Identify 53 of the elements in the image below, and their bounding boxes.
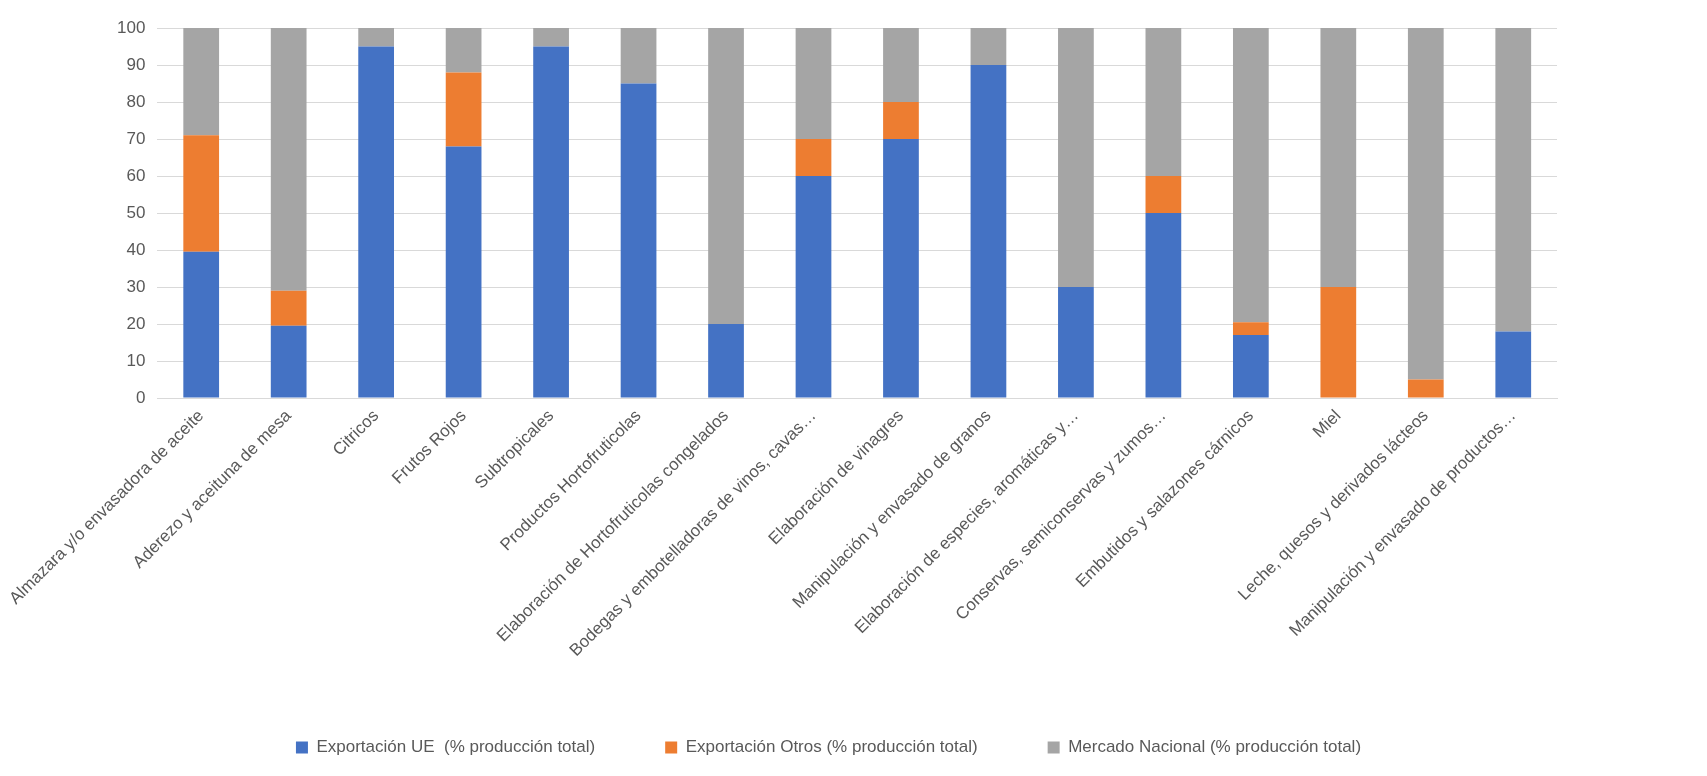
y-tick-label: 10 bbox=[126, 350, 146, 370]
bar bbox=[1495, 331, 1532, 398]
y-tick-label: 100 bbox=[117, 17, 146, 37]
bar bbox=[445, 28, 482, 73]
bar bbox=[533, 28, 569, 47]
bar bbox=[183, 251, 220, 398]
bar bbox=[1495, 28, 1532, 332]
y-tick-label: 20 bbox=[126, 313, 146, 333]
bar bbox=[1145, 28, 1182, 177]
y-tick-label: 90 bbox=[126, 54, 146, 74]
legend-label: Mercado Nacional (% producción total) bbox=[1068, 737, 1362, 757]
bar bbox=[1232, 28, 1269, 323]
y-tick-label: 0 bbox=[135, 387, 146, 407]
bar bbox=[1058, 28, 1094, 288]
y-tick-label: 70 bbox=[126, 128, 146, 148]
legend-label: Exportación UE (% producción total) bbox=[316, 737, 596, 757]
bar bbox=[183, 28, 220, 136]
bar bbox=[270, 28, 307, 291]
bar bbox=[1407, 28, 1444, 380]
bar bbox=[270, 290, 307, 326]
bar bbox=[708, 28, 744, 325]
bar bbox=[1232, 322, 1269, 336]
y-tick-label: 30 bbox=[126, 276, 146, 296]
bar bbox=[1407, 379, 1444, 398]
y-tick-label: 50 bbox=[126, 202, 146, 222]
bar bbox=[445, 146, 482, 398]
bar bbox=[183, 135, 220, 252]
bar bbox=[795, 176, 832, 398]
y-tick-label: 40 bbox=[126, 239, 146, 259]
bar bbox=[970, 28, 1007, 65]
bar bbox=[883, 102, 919, 140]
bar bbox=[1058, 287, 1094, 398]
bar bbox=[883, 28, 919, 103]
bar bbox=[795, 28, 832, 140]
bar bbox=[1232, 335, 1269, 398]
bar bbox=[270, 325, 307, 398]
bar bbox=[620, 28, 657, 84]
bar bbox=[620, 83, 657, 398]
bar bbox=[795, 139, 832, 177]
bar bbox=[1145, 176, 1182, 214]
bar bbox=[708, 324, 744, 398]
bar bbox=[1320, 287, 1357, 398]
bar bbox=[358, 28, 395, 47]
bar bbox=[1320, 28, 1357, 288]
bar bbox=[1145, 213, 1182, 398]
y-tick-label: 80 bbox=[126, 91, 146, 111]
bar bbox=[970, 65, 1007, 398]
y-tick-label: 60 bbox=[126, 165, 146, 185]
bar bbox=[883, 139, 919, 398]
bar bbox=[445, 72, 482, 147]
legend-label: Exportación Otros (% producción total) bbox=[685, 737, 978, 757]
bar bbox=[358, 46, 395, 398]
bar bbox=[533, 46, 569, 398]
